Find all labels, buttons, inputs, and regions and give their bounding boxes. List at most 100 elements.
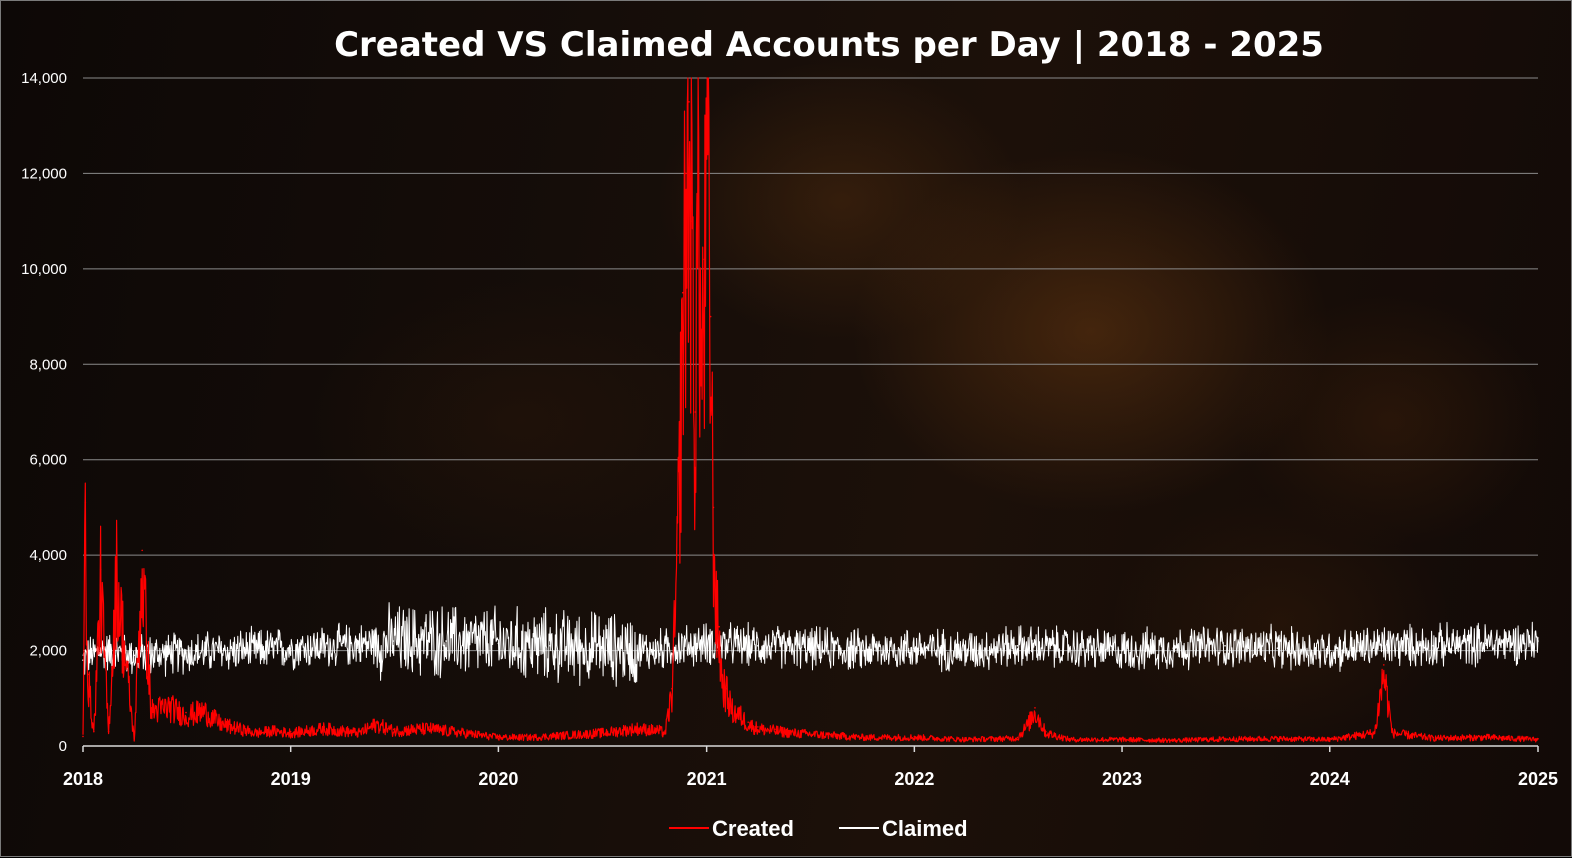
data-point-created — [133, 738, 136, 740]
data-point-created — [1382, 664, 1385, 666]
series-layer — [82, 77, 1539, 744]
data-point-created — [826, 733, 829, 735]
data-point-created — [721, 673, 723, 676]
data-point-created — [531, 735, 534, 738]
data-point-created — [202, 707, 205, 709]
data-point-claimed — [601, 647, 603, 649]
data-point-created — [658, 728, 661, 731]
x-tick-label: 2019 — [271, 769, 311, 789]
data-point-claimed — [705, 642, 708, 645]
data-point-created — [691, 220, 694, 222]
data-point-created — [1328, 738, 1331, 740]
data-point-claimed — [964, 649, 967, 652]
data-point-created — [1068, 738, 1071, 740]
data-point-claimed — [237, 649, 240, 652]
data-point-created — [725, 687, 728, 690]
y-tick-label: 12,000 — [21, 165, 67, 182]
y-axis-tick-labels: 0 2,000 4,000 6,000 8,000 10,000 12,000 14,000 — [21, 70, 67, 755]
data-point-created — [1391, 730, 1394, 733]
data-point-created — [1224, 737, 1226, 740]
data-point-claimed — [185, 652, 187, 654]
data-point-created — [688, 101, 690, 103]
data-point-claimed — [757, 645, 759, 647]
data-point-created — [428, 726, 430, 728]
data-point-created — [913, 735, 916, 738]
data-point-created — [681, 291, 684, 294]
data-point-created — [791, 730, 794, 733]
data-point-created — [1432, 736, 1435, 739]
x-tick-label: 2023 — [1102, 769, 1142, 789]
data-point-claimed — [1537, 640, 1539, 642]
data-point-created — [87, 673, 89, 676]
data-point-claimed — [1484, 642, 1487, 645]
data-point-claimed — [1276, 647, 1279, 649]
data-point-created — [671, 687, 673, 690]
data-point-created — [84, 501, 87, 504]
data-point-claimed — [913, 647, 916, 649]
data-point-created — [1276, 737, 1279, 739]
data-point-claimed — [653, 649, 656, 652]
data-point-claimed — [1224, 645, 1226, 647]
data-point-created — [272, 728, 274, 731]
data-point-created — [82, 735, 84, 738]
series-line-claimed — [82, 602, 1539, 687]
data-point-created — [676, 554, 678, 556]
data-point-created — [697, 77, 699, 79]
data-point-created — [706, 77, 709, 79]
data-point-claimed — [808, 647, 811, 649]
data-point-created — [757, 726, 759, 728]
data-point-created — [700, 339, 702, 342]
data-point-claimed — [392, 640, 395, 642]
x-tick-label: 2018 — [63, 769, 103, 789]
data-point-claimed — [1172, 647, 1175, 649]
data-point-claimed — [1068, 647, 1071, 649]
data-point-claimed — [133, 654, 136, 657]
legend: Created Claimed — [669, 816, 968, 841]
y-tick-label: 10,000 — [21, 261, 67, 278]
data-point-claimed — [1016, 645, 1019, 647]
data-point-claimed — [497, 642, 500, 645]
data-point-created — [462, 730, 465, 733]
data-point-created — [185, 711, 187, 714]
y-tick-label: 4,000 — [29, 547, 67, 564]
data-point-created — [1044, 730, 1047, 733]
data-point-created — [636, 726, 639, 728]
x-tick-label: 2024 — [1310, 769, 1350, 789]
data-point-created — [718, 625, 720, 628]
data-point-created — [1373, 730, 1376, 733]
data-point-claimed — [861, 649, 863, 652]
data-point-claimed — [1328, 649, 1331, 652]
data-point-claimed — [341, 645, 343, 647]
data-point-created — [684, 172, 687, 175]
data-point-created — [566, 733, 569, 735]
data-point-claimed — [1121, 649, 1123, 652]
legend-label-claimed: Claimed — [882, 816, 968, 841]
x-tick-label: 2025 — [1518, 769, 1558, 789]
data-point-created — [774, 728, 776, 731]
data-point-claimed — [549, 645, 551, 647]
data-point-created — [731, 707, 734, 709]
data-point-created — [107, 730, 110, 733]
y-tick-label: 6,000 — [29, 452, 67, 469]
data-point-created — [1537, 738, 1539, 740]
data-point-created — [861, 735, 863, 738]
data-point-created — [392, 728, 395, 731]
data-point-created — [964, 738, 967, 740]
data-point-created — [168, 702, 170, 704]
data-point-created — [375, 721, 378, 723]
data-point-created — [289, 730, 292, 733]
data-point-created — [358, 730, 360, 733]
data-point-created — [715, 602, 718, 604]
data-point-created — [739, 711, 742, 714]
data-point-created — [497, 735, 500, 738]
gridlines — [83, 77, 1538, 652]
y-tick-label: 8,000 — [29, 356, 67, 373]
data-point-created — [694, 411, 697, 413]
data-point-created — [709, 315, 712, 318]
data-point-created — [1016, 736, 1019, 739]
data-point-created — [1027, 721, 1029, 723]
data-point-claimed — [1380, 645, 1383, 647]
data-point-created — [601, 730, 603, 733]
data-point-created — [99, 568, 102, 571]
